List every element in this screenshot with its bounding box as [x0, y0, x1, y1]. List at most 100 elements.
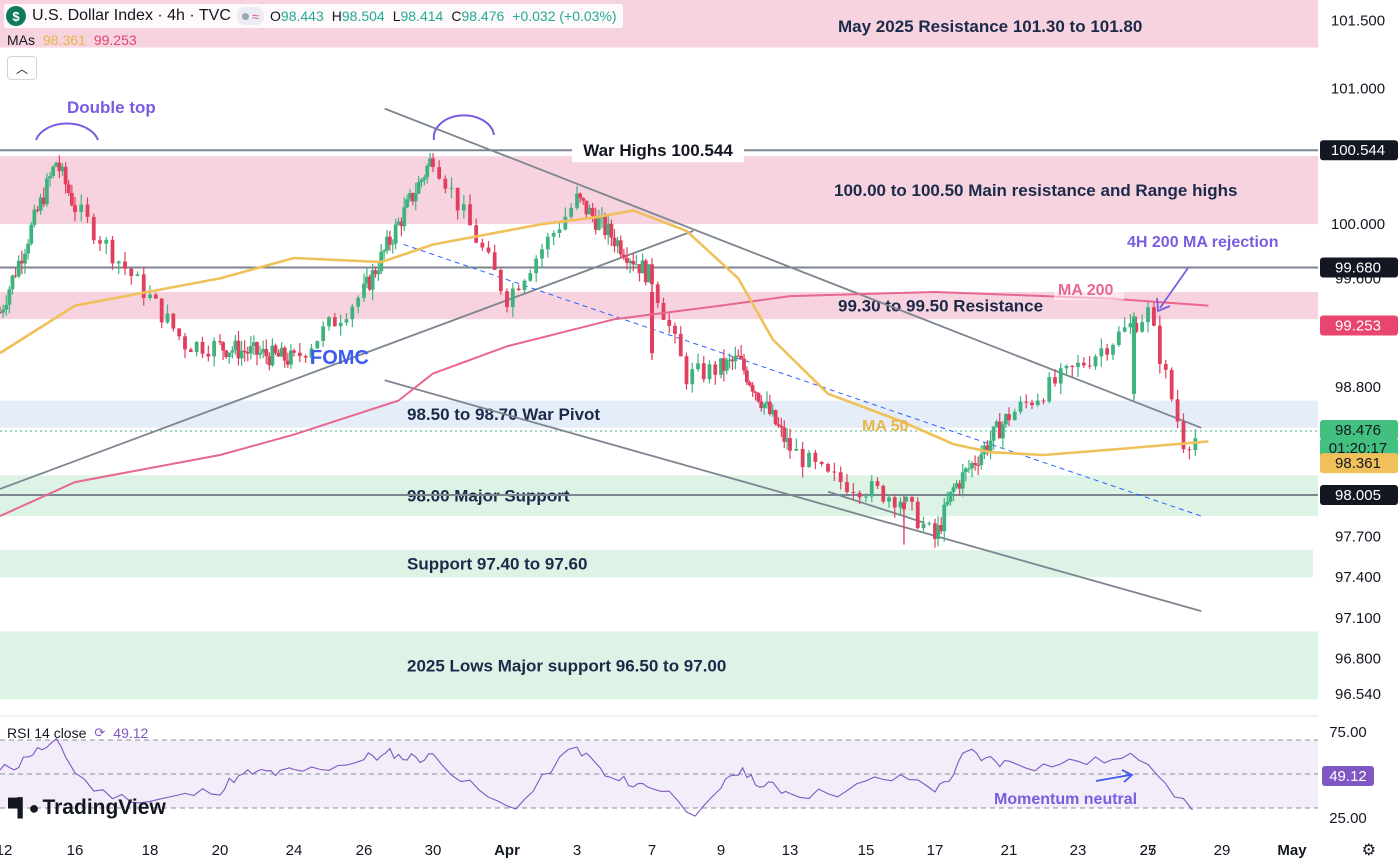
- candle-body: [557, 229, 562, 233]
- collapse-legend-button[interactable]: ︿: [7, 56, 37, 80]
- candle-body: [1076, 362, 1080, 367]
- rsi-legend[interactable]: RSI 14 close ⟳ 49.12: [7, 725, 148, 741]
- candle-body: [0, 312, 2, 314]
- candle-body: [976, 464, 981, 466]
- candle-body: [16, 260, 21, 277]
- candle-body: [759, 401, 764, 409]
- candle-body: [634, 264, 639, 266]
- price-tick-label: 96.540: [1335, 686, 1381, 703]
- level-label-bg: [572, 138, 744, 163]
- zone-support: [0, 631, 1318, 700]
- candle-body: [66, 184, 71, 194]
- candle-body: [744, 370, 749, 383]
- rsi-line: [0, 737, 1193, 817]
- rsi-value-label: 49.12: [1329, 768, 1367, 785]
- double-top-arc: [35, 122, 99, 141]
- candle-body: [621, 254, 626, 258]
- rsi-legend-label: RSI 14 close: [7, 725, 87, 741]
- candle-body: [587, 207, 592, 215]
- candle-body: [1081, 362, 1086, 366]
- candle-body: [851, 491, 856, 493]
- candle-body: [832, 471, 837, 473]
- trendlines-layer: [0, 107, 1202, 613]
- price-tick-label: 101.500: [1331, 12, 1385, 29]
- time-tick-label: 9: [717, 842, 725, 859]
- price-label-ma200: 99.253: [1335, 318, 1381, 335]
- candle-body: [135, 274, 140, 277]
- candle-body: [362, 283, 366, 298]
- rsi-legend-value: 49.12: [113, 725, 149, 741]
- candle-body: [1007, 414, 1011, 421]
- candle-body: [779, 425, 784, 428]
- price-label-bg: [1320, 485, 1398, 506]
- candle-body: [910, 497, 914, 502]
- symbol-header[interactable]: $ U.S. Dollar Index · 4h · TVC ≈ O98.443…: [4, 4, 623, 28]
- candle-body: [431, 158, 435, 168]
- gear-icon[interactable]: ⚙: [1361, 842, 1376, 859]
- candle-body: [221, 342, 225, 351]
- candle-body: [227, 352, 232, 358]
- candle-body: [739, 355, 744, 359]
- candle-body: [26, 243, 31, 254]
- candle-body: [1099, 348, 1104, 357]
- candle-body: [1111, 344, 1115, 355]
- candle-body: [10, 275, 15, 290]
- candle-body: [736, 355, 741, 357]
- time-tick-label: 29: [1214, 842, 1231, 859]
- ohlc-high: H98.504: [331, 8, 385, 24]
- candle-body: [951, 487, 956, 492]
- candle-body: [655, 284, 660, 303]
- candle-body: [297, 352, 302, 357]
- trendline: [827, 490, 925, 524]
- time-tick-label: 21: [1001, 842, 1018, 859]
- candle-body: [419, 179, 424, 182]
- zone-label: 99.30 to 99.50 Resistance: [838, 297, 1043, 316]
- candle-body: [724, 359, 729, 371]
- price-label-bg: [1320, 453, 1398, 474]
- candle-body: [255, 342, 259, 355]
- symbol-title[interactable]: U.S. Dollar Index · 4h · TVC: [32, 7, 231, 24]
- price-label-ma50: 98.361: [1335, 455, 1381, 472]
- candle-body: [437, 167, 442, 179]
- candle-body: [988, 440, 993, 452]
- candle-body: [522, 280, 527, 291]
- candle-body: [1041, 400, 1046, 402]
- time-tick-label: May: [1277, 842, 1307, 859]
- ma-legend[interactable]: MAs 98.361 99.253: [7, 32, 137, 48]
- candle-body: [875, 481, 880, 486]
- trendline: [403, 243, 1202, 517]
- candle-body: [575, 193, 579, 208]
- candle-body: [936, 525, 940, 539]
- candle-body: [1175, 399, 1180, 422]
- ma200-line: [0, 290, 1209, 518]
- ohlc-open: O98.443: [270, 8, 324, 24]
- candle-body: [327, 317, 331, 327]
- candle-body: [690, 369, 695, 385]
- candle-body: [165, 313, 170, 323]
- rejection-arrow: [1159, 267, 1189, 309]
- trendline: [0, 230, 694, 490]
- candle-body: [1134, 323, 1139, 332]
- time-tick-label: 26: [356, 842, 373, 859]
- candle-body: [356, 297, 361, 307]
- candle-body: [713, 364, 718, 375]
- candle-body: [991, 426, 996, 441]
- candle-body: [584, 200, 589, 215]
- candle-body: [927, 523, 932, 525]
- candle-body: [4, 304, 9, 310]
- market-status-pill[interactable]: ≈: [236, 7, 265, 25]
- candle-body: [57, 162, 62, 172]
- candle-body: [1024, 401, 1029, 403]
- candle-body: [44, 178, 49, 205]
- candle-body: [563, 216, 568, 230]
- double-top-label: Double top: [67, 98, 156, 117]
- time-tick-label: 15: [858, 842, 875, 859]
- price-label-bg: [1320, 420, 1398, 441]
- rsi-tick-label: 75.00: [1329, 724, 1367, 741]
- ma-legend-label: MAs: [7, 32, 35, 48]
- candle-body: [48, 176, 52, 179]
- candle-body: [551, 232, 556, 237]
- tradingview-logo: ▀▍● TradingView: [8, 796, 166, 820]
